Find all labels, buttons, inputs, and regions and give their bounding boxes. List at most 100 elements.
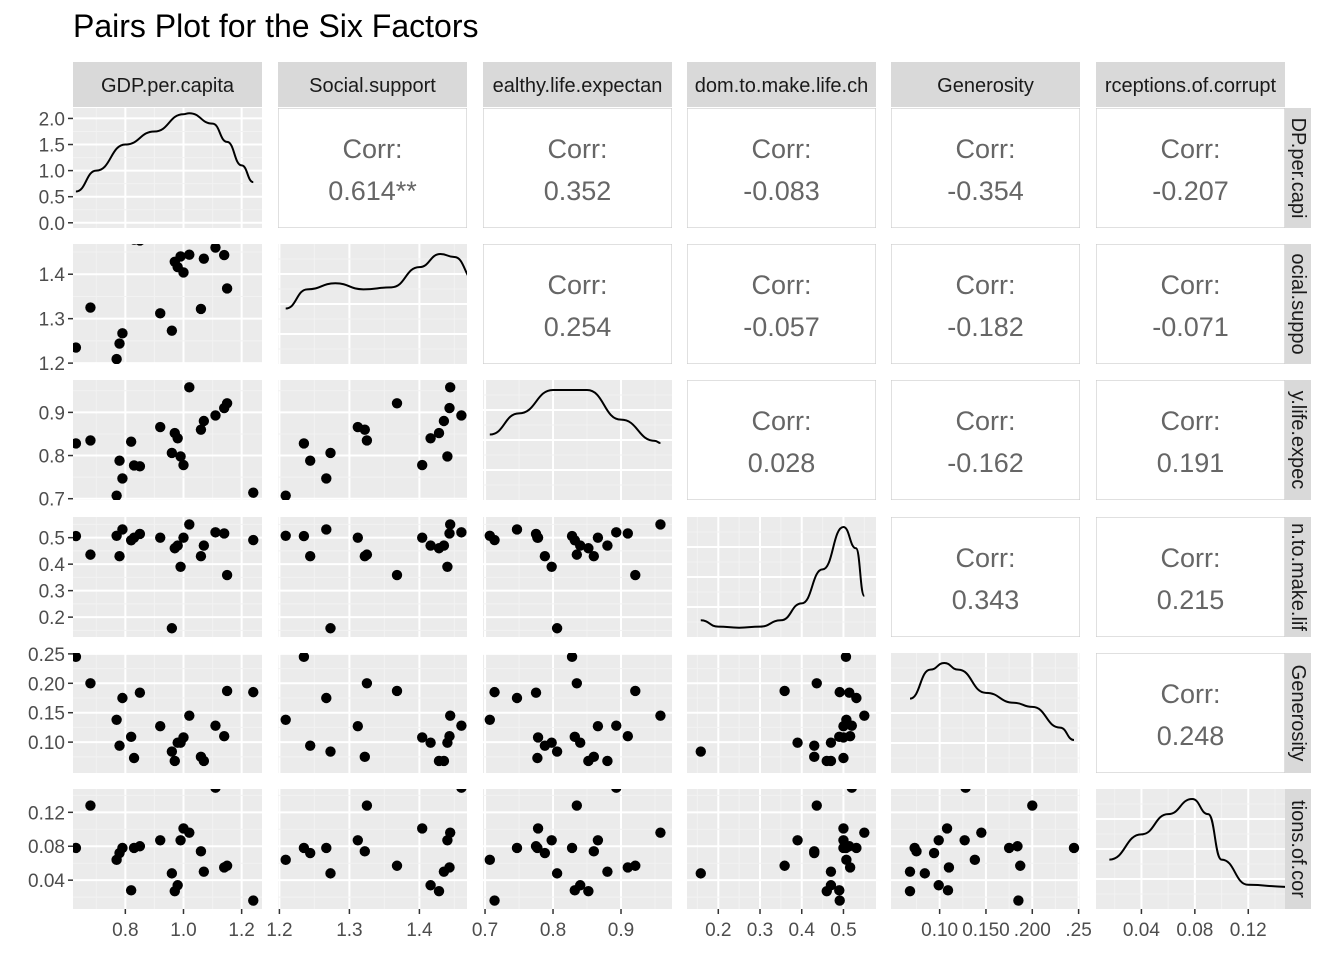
y-tick-label: 1.0 [39, 162, 65, 183]
scatter-point [417, 532, 428, 543]
scatter-point [417, 732, 428, 743]
y-tick-label: 2.0 [39, 109, 65, 130]
scatter-point [792, 835, 803, 846]
scatter-point [588, 751, 600, 763]
scatter-point [175, 451, 186, 462]
scatter-point [195, 424, 207, 435]
corr-label: Corr: [548, 134, 608, 164]
corr-panel-border [891, 244, 1080, 364]
scatter-point [592, 721, 604, 732]
top-strip-background [73, 62, 262, 107]
scatter-point [114, 455, 125, 466]
scatter-point [352, 835, 363, 846]
y-tick-label: 0.0 [39, 214, 65, 235]
panel-r5-c5 [1096, 789, 1285, 909]
scatter-point [469, 460, 479, 470]
corr-value: 0.343 [952, 585, 1020, 615]
scatter-point [844, 862, 856, 873]
x-tick-label: 0.12 [1230, 920, 1267, 941]
scatter-point [417, 823, 428, 834]
right-strip-4: Generosity [1285, 653, 1311, 773]
scatter-point [359, 751, 370, 763]
right-strip-background [1285, 108, 1311, 228]
y-tick-label: 0.10 [28, 733, 65, 754]
scatter-point [111, 353, 122, 364]
scatter-point [178, 532, 189, 543]
scatter-point [210, 527, 221, 538]
scatter-point [166, 325, 178, 336]
scatter-point [325, 746, 336, 757]
scatter-point [809, 751, 820, 763]
scatter-point [470, 885, 480, 895]
scatter-point [298, 653, 310, 663]
scatter-point [445, 827, 456, 838]
scatter-point [359, 846, 370, 857]
panel-r0-c1: Corr: 0.614** [278, 108, 467, 228]
x-tick-label: 0.8 [112, 920, 138, 941]
y-tick-label: 0.04 [28, 871, 65, 892]
panel-r3-c5: Corr: 0.215 [1096, 517, 1285, 637]
scatter-point [1068, 842, 1080, 854]
top-strip-label: rceptions.of.corrupt [1105, 75, 1277, 97]
scatter-point [933, 880, 944, 891]
x-tick-label: 1.4 [406, 920, 433, 941]
scatter-point [298, 438, 310, 449]
panel-r1-c1 [278, 244, 467, 364]
scatter-point [85, 549, 96, 560]
corr-label: Corr: [1161, 270, 1221, 300]
corr-panel-border [1096, 380, 1285, 500]
scatter-point [588, 551, 600, 562]
scatter-point [655, 710, 666, 721]
y-tick-label: 0.5 [39, 188, 65, 209]
scatter-point [85, 435, 96, 446]
x-tick-label: 0.04 [1123, 920, 1160, 941]
y-tick-label: 1.2 [39, 354, 65, 375]
scatter-point [125, 885, 137, 896]
scatter-point [280, 854, 291, 866]
corr-value: -0.071 [1152, 312, 1229, 342]
x-tick-label: 0.10 [921, 920, 958, 941]
corr-value: 0.352 [544, 176, 612, 206]
scatter-point [433, 427, 445, 439]
top-strip-background [891, 62, 1080, 107]
top-strip-background [1096, 62, 1285, 107]
scatter-point [825, 880, 837, 891]
scatter-point [470, 437, 480, 447]
scatter-point [575, 880, 586, 891]
scatter-point [928, 847, 940, 859]
corr-panel-border [1096, 653, 1285, 773]
scatter-point [943, 862, 955, 873]
right-strip-0: DP.per.capi [1285, 108, 1311, 228]
scatter-point [470, 487, 480, 497]
scatter-point [655, 827, 666, 838]
scatter-point [539, 551, 551, 562]
right-strip-label: ocial.suppo [1287, 253, 1309, 354]
corr-label: Corr: [1161, 679, 1221, 709]
x-tick-label: 1.2 [228, 920, 254, 941]
corr-value: 0.215 [1157, 585, 1225, 615]
panel-r0-c0 [73, 108, 262, 228]
scatter-point [433, 885, 445, 897]
scatter-point [445, 710, 456, 721]
x-tick-label: 1.3 [336, 920, 362, 941]
scatter-point [467, 688, 477, 698]
scatter-point [321, 692, 332, 704]
scatter-point [834, 686, 845, 698]
right-strip-1: ocial.suppo [1285, 244, 1311, 364]
scatter-point [511, 842, 523, 854]
scatter-point [825, 866, 837, 877]
corr-label: Corr: [752, 134, 812, 164]
scatter-point [198, 540, 210, 551]
scatter-point [779, 860, 790, 871]
scatter-point [391, 860, 403, 871]
panel-r5-c1 [278, 789, 480, 909]
scatter-point [551, 746, 563, 757]
scatter-point [166, 868, 178, 879]
scatter-point [198, 866, 210, 877]
corr-value: 0.028 [748, 448, 816, 478]
right-strip-3: n.to.make.lif [1285, 517, 1311, 637]
scatter-point [325, 623, 336, 634]
scatter-point [838, 835, 849, 846]
scatter-point [391, 685, 403, 697]
